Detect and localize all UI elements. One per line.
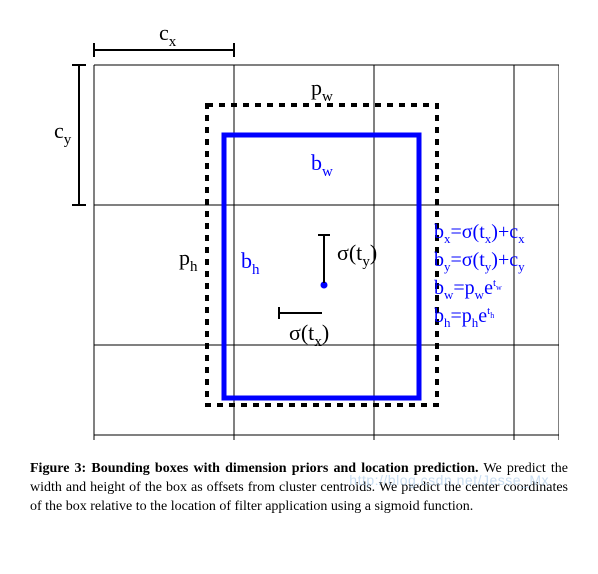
svg-text:cy: cy (54, 118, 72, 148)
bounding-box-diagram: cxcypwphbwbhσ(ty)σ(tx)bx=σ(tx)+cxby=σ(ty… (39, 20, 559, 440)
svg-text:bx=σ(tx)+cx: bx=σ(tx)+cx (434, 221, 525, 246)
svg-text:cx: cx (159, 20, 177, 50)
svg-text:bw: bw (311, 150, 333, 180)
svg-text:ph: ph (179, 245, 198, 275)
svg-text:bw=pwetw: bw=pwetw (434, 277, 502, 302)
figure-caption: Figure 3: Bounding boxes with dimension … (20, 460, 578, 517)
figure-container: cxcypwphbwbhσ(ty)σ(tx)bx=σ(tx)+cxby=σ(ty… (20, 20, 578, 517)
svg-text:σ(ty): σ(ty) (337, 240, 377, 270)
svg-text:by=σ(ty)+cy: by=σ(ty)+cy (434, 249, 525, 274)
svg-text:bh=pheth: bh=pheth (434, 305, 494, 330)
watermark-text: http://blog.csdn.net/Jesse_Mx (349, 472, 549, 488)
svg-text:pw: pw (311, 75, 333, 105)
svg-text:bh: bh (241, 248, 260, 278)
